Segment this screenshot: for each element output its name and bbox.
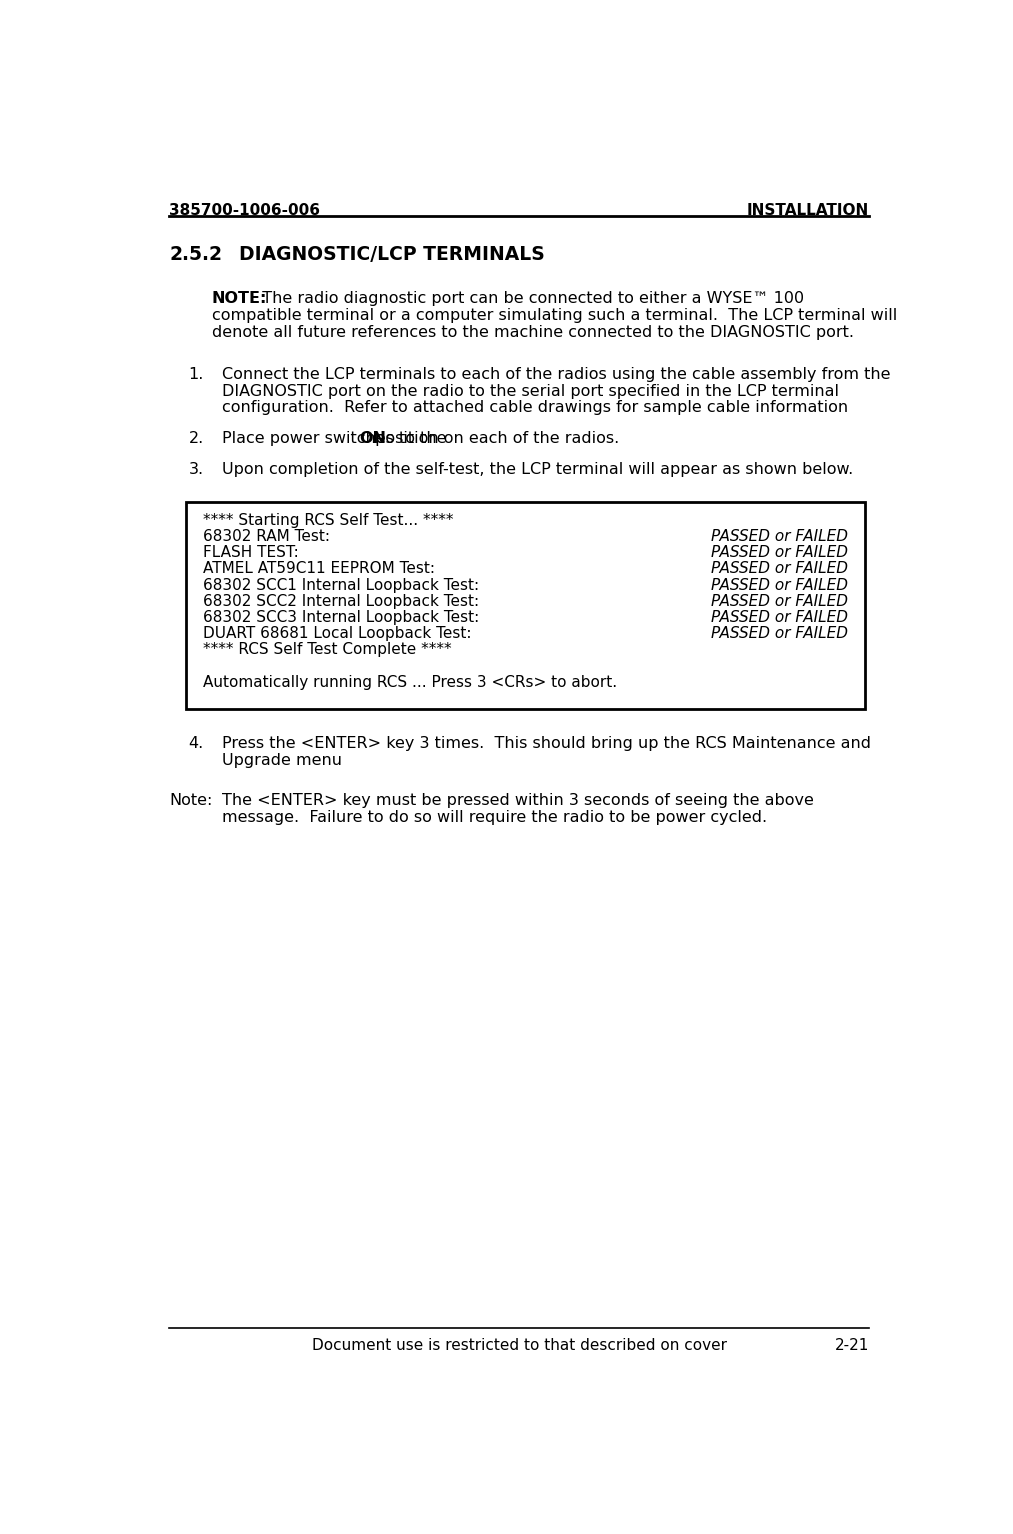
Text: message.  Failure to do so will require the radio to be power cycled.: message. Failure to do so will require t… <box>222 810 767 825</box>
Text: DIAGNOSTIC port on the radio to the serial port specified in the LCP terminal: DIAGNOSTIC port on the radio to the seri… <box>222 384 839 399</box>
Text: Connect the LCP terminals to each of the radios using the cable assembly from th: Connect the LCP terminals to each of the… <box>222 367 890 382</box>
Text: position on each of the radios.: position on each of the radios. <box>370 431 619 446</box>
Text: Press the <ENTER> key 3 times.  This should bring up the RCS Maintenance and: Press the <ENTER> key 3 times. This shou… <box>222 736 871 752</box>
Text: NOTE:: NOTE: <box>212 291 267 307</box>
Text: PASSED or FAILED: PASSED or FAILED <box>711 561 848 577</box>
Text: DUART 68681 Local Loopback Test:: DUART 68681 Local Loopback Test: <box>204 626 472 641</box>
Text: PASSED or FAILED: PASSED or FAILED <box>711 529 848 545</box>
Text: 2-21: 2-21 <box>835 1338 869 1353</box>
Text: 1.: 1. <box>188 367 204 382</box>
FancyBboxPatch shape <box>186 502 865 709</box>
Text: Document use is restricted to that described on cover: Document use is restricted to that descr… <box>312 1338 726 1353</box>
Text: INSTALLATION: INSTALLATION <box>747 202 869 218</box>
Text: 68302 SCC1 Internal Loopback Test:: 68302 SCC1 Internal Loopback Test: <box>204 577 479 592</box>
Text: Note:: Note: <box>169 793 213 808</box>
Text: DIAGNOSTIC/LCP TERMINALS: DIAGNOSTIC/LCP TERMINALS <box>239 245 545 264</box>
Text: 4.: 4. <box>188 736 204 752</box>
Text: 3.: 3. <box>188 462 204 477</box>
Text: FLASH TEST:: FLASH TEST: <box>204 545 299 560</box>
Text: 68302 SCC3 Internal Loopback Test:: 68302 SCC3 Internal Loopback Test: <box>204 611 479 624</box>
Text: ON: ON <box>360 431 387 446</box>
Text: PASSED or FAILED: PASSED or FAILED <box>711 545 848 560</box>
Text: 68302 SCC2 Internal Loopback Test:: 68302 SCC2 Internal Loopback Test: <box>204 594 479 609</box>
Text: **** Starting RCS Self Test... ****: **** Starting RCS Self Test... **** <box>204 512 454 528</box>
Text: Automatically running RCS ... Press 3 <CRs> to abort.: Automatically running RCS ... Press 3 <C… <box>204 675 618 690</box>
Text: denote all future references to the machine connected to the DIAGNOSTIC port.: denote all future references to the mach… <box>212 325 854 341</box>
Text: Upon completion of the self-test, the LCP terminal will appear as shown below.: Upon completion of the self-test, the LC… <box>222 462 853 477</box>
Text: PASSED or FAILED: PASSED or FAILED <box>711 577 848 592</box>
Text: ATMEL AT59C11 EEPROM Test:: ATMEL AT59C11 EEPROM Test: <box>204 561 436 577</box>
Text: Place power switches to the: Place power switches to the <box>222 431 452 446</box>
Text: The radio diagnostic port can be connected to either a WYSE™ 100: The radio diagnostic port can be connect… <box>252 291 804 307</box>
Text: PASSED or FAILED: PASSED or FAILED <box>711 611 848 624</box>
Text: **** RCS Self Test Complete ****: **** RCS Self Test Complete **** <box>204 643 452 657</box>
Text: Upgrade menu: Upgrade menu <box>222 753 342 769</box>
Text: PASSED or FAILED: PASSED or FAILED <box>711 594 848 609</box>
Text: 385700-1006-006: 385700-1006-006 <box>169 202 320 218</box>
Text: compatible terminal or a computer simulating such a terminal.  The LCP terminal : compatible terminal or a computer simula… <box>212 308 898 324</box>
Text: 2.5.2: 2.5.2 <box>169 245 222 264</box>
Text: 68302 RAM Test:: 68302 RAM Test: <box>204 529 330 545</box>
Text: configuration.  Refer to attached cable drawings for sample cable information: configuration. Refer to attached cable d… <box>222 400 848 416</box>
Text: PASSED or FAILED: PASSED or FAILED <box>711 626 848 641</box>
Text: The <ENTER> key must be pressed within 3 seconds of seeing the above: The <ENTER> key must be pressed within 3… <box>222 793 813 808</box>
Text: 2.: 2. <box>188 431 204 446</box>
